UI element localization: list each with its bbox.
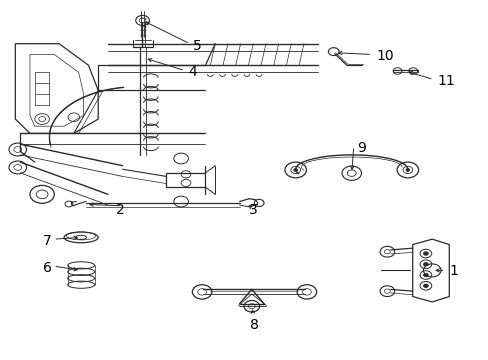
Text: 1: 1 (448, 265, 457, 278)
Circle shape (423, 273, 427, 277)
Text: 10: 10 (375, 49, 393, 63)
Text: 11: 11 (436, 75, 454, 89)
Text: 7: 7 (43, 234, 52, 248)
Text: 8: 8 (249, 318, 258, 332)
Text: 3: 3 (249, 203, 258, 217)
Circle shape (293, 168, 297, 171)
Circle shape (423, 252, 427, 255)
Text: 6: 6 (43, 261, 52, 275)
Circle shape (423, 284, 427, 288)
Circle shape (405, 168, 409, 171)
Circle shape (423, 262, 427, 266)
Text: 5: 5 (193, 39, 202, 53)
Text: 2: 2 (116, 203, 125, 217)
Text: 4: 4 (188, 66, 197, 80)
Text: 9: 9 (356, 141, 365, 155)
